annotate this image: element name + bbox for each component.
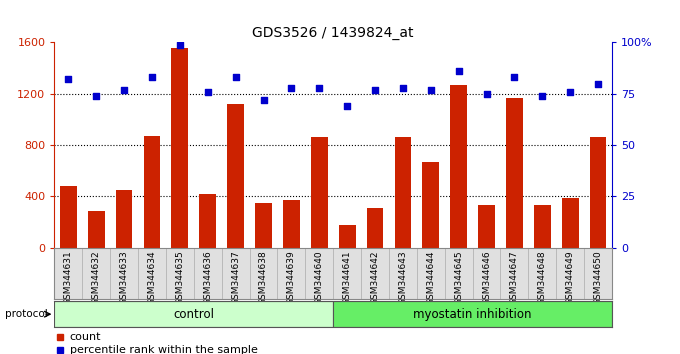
- Bar: [54, 301, 333, 327]
- Point: [341, 103, 352, 109]
- Point: [593, 81, 604, 86]
- Text: GSM344640: GSM344640: [315, 250, 324, 305]
- Bar: [450, 85, 467, 248]
- Point: [63, 76, 74, 82]
- Bar: [171, 47, 188, 248]
- Text: GSM344635: GSM344635: [175, 250, 184, 305]
- Bar: [255, 203, 272, 248]
- Text: GSM344639: GSM344639: [287, 250, 296, 305]
- Text: percentile rank within the sample: percentile rank within the sample: [70, 345, 258, 354]
- Text: GSM344644: GSM344644: [426, 250, 435, 305]
- Point: [398, 85, 409, 91]
- Bar: [60, 186, 77, 248]
- Text: count: count: [70, 332, 101, 342]
- Text: control: control: [173, 308, 214, 321]
- Bar: [311, 137, 328, 248]
- Text: protocol: protocol: [5, 309, 48, 319]
- Text: GSM344632: GSM344632: [92, 250, 101, 305]
- Text: GSM344648: GSM344648: [538, 250, 547, 305]
- Text: GSM344638: GSM344638: [259, 250, 268, 305]
- Bar: [339, 225, 356, 248]
- Point: [313, 85, 325, 91]
- Bar: [88, 211, 105, 248]
- Text: GSM344636: GSM344636: [203, 250, 212, 305]
- Bar: [422, 162, 439, 248]
- Text: GSM344634: GSM344634: [148, 250, 156, 305]
- Point: [174, 42, 185, 47]
- Point: [454, 68, 464, 74]
- Text: GSM344650: GSM344650: [594, 250, 602, 305]
- Bar: [590, 137, 607, 248]
- Text: GSM344646: GSM344646: [482, 250, 491, 305]
- Text: GSM344645: GSM344645: [454, 250, 463, 305]
- Bar: [394, 137, 411, 248]
- Text: GSM344641: GSM344641: [343, 250, 352, 305]
- Point: [147, 75, 158, 80]
- Bar: [534, 205, 551, 248]
- Bar: [143, 136, 160, 248]
- Point: [426, 87, 437, 92]
- Bar: [478, 205, 495, 248]
- Bar: [367, 208, 384, 248]
- Point: [230, 75, 241, 80]
- Point: [90, 93, 102, 99]
- Bar: [333, 301, 612, 327]
- Bar: [199, 194, 216, 248]
- Text: GSM344637: GSM344637: [231, 250, 240, 305]
- Point: [509, 75, 520, 80]
- Text: GSM344642: GSM344642: [371, 250, 379, 305]
- Text: GSM344647: GSM344647: [510, 250, 519, 305]
- Bar: [116, 190, 133, 248]
- Text: GSM344631: GSM344631: [64, 250, 73, 305]
- Bar: [283, 200, 300, 248]
- Bar: [506, 98, 523, 248]
- Title: GDS3526 / 1439824_at: GDS3526 / 1439824_at: [252, 26, 414, 40]
- Bar: [562, 198, 579, 248]
- Point: [286, 85, 296, 91]
- Text: GSM344633: GSM344633: [120, 250, 129, 305]
- Text: GSM344649: GSM344649: [566, 250, 575, 305]
- Point: [258, 97, 269, 103]
- Point: [565, 89, 576, 95]
- Point: [119, 87, 130, 92]
- Point: [203, 89, 214, 95]
- Text: myostatin inhibition: myostatin inhibition: [413, 308, 532, 321]
- Point: [370, 87, 381, 92]
- Point: [537, 93, 548, 99]
- Bar: [227, 104, 244, 248]
- Text: GSM344643: GSM344643: [398, 250, 407, 305]
- Point: [481, 91, 492, 97]
